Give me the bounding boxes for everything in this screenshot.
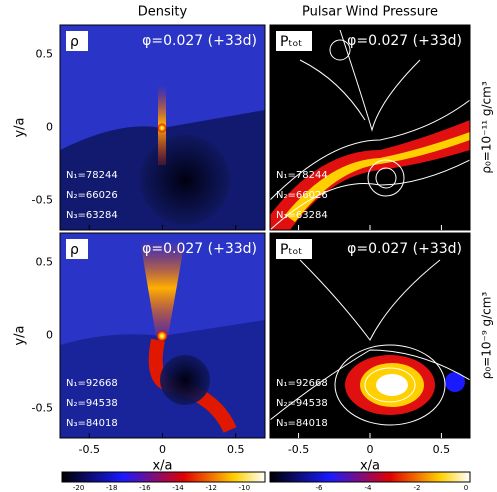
particle-count: N₃=63284 (66, 210, 118, 221)
x-tick-label: 0 (367, 443, 374, 456)
colorbar-tick-label: -14 (172, 484, 184, 492)
y-tick-label: 0.5 (36, 47, 54, 60)
colorbar (61, 471, 266, 483)
particle-count: N₂=66026 (276, 190, 328, 201)
colorbar-tick-label: -16 (139, 484, 151, 492)
colorbar-tick-label: -4 (365, 484, 373, 492)
column-title: Pulsar Wind Pressure (302, 5, 438, 20)
side-label: ρ₀=10⁻¹¹ g/cm³ (480, 81, 494, 173)
colorbar (269, 471, 471, 483)
x-tick-label: 0 (159, 443, 166, 456)
y-label: y/a (13, 117, 28, 137)
y-tick-label: 0 (46, 329, 53, 342)
side-label: ρ₀=10⁻⁹ g/cm³ (480, 292, 494, 380)
phase-label: φ=0.027 (+33d) (142, 241, 257, 257)
x-label: x/a (152, 459, 172, 474)
phase-label: φ=0.027 (+33d) (347, 241, 462, 257)
particle-count: N₁=78244 (276, 170, 328, 181)
column-title: Density (138, 5, 188, 20)
y-tick-label: -0.5 (32, 402, 53, 415)
y-tick-label: 0 (46, 121, 53, 134)
x-tick-label: -0.5 (288, 443, 309, 456)
y-label: y/a (13, 325, 28, 345)
x-tick-label: -0.5 (79, 443, 100, 456)
particle-count: N₁=92668 (66, 378, 118, 389)
panel-label: Pₜₒₜ (280, 242, 303, 258)
label-box (66, 31, 88, 51)
particle-count: N₃=84018 (66, 418, 118, 429)
particle-count: N₁=78244 (66, 170, 118, 181)
colorbar-tick-label: -10 (239, 484, 250, 492)
label-box (276, 31, 312, 51)
pressure-image (270, 25, 470, 230)
panel-label: ρ (70, 242, 79, 258)
label-box (276, 239, 312, 259)
particle-count: N₂=66026 (66, 190, 118, 201)
particle-count: N₂=94538 (276, 398, 328, 409)
colorbar-tick-label: -18 (106, 484, 117, 492)
particle-count: N₁=92668 (276, 378, 328, 389)
label-box (66, 239, 88, 259)
panel-label: Pₜₒₜ (280, 34, 303, 50)
y-tick-label: -0.5 (32, 194, 53, 207)
y-tick-label: 0.5 (36, 255, 54, 268)
colorbar-tick-label: -2 (414, 484, 421, 492)
pressure-image-2 (270, 233, 470, 438)
particle-count: N₃=84018 (276, 418, 328, 429)
particle-count: N₂=94538 (66, 398, 118, 409)
panel-label: ρ (70, 34, 79, 50)
colorbar-tick-label: -12 (205, 484, 216, 492)
x-tick-label: 0.5 (227, 443, 245, 456)
x-label: x/a (360, 459, 380, 474)
density-image (60, 25, 265, 230)
colorbar-tick-label: -6 (316, 484, 324, 492)
particle-count: N₃=63284 (276, 210, 328, 221)
colorbar-tick-label: -20 (73, 484, 84, 492)
x-tick-label: 0.5 (433, 443, 451, 456)
density-image-2 (60, 233, 265, 438)
phase-label: φ=0.027 (+33d) (142, 33, 257, 49)
phase-label: φ=0.027 (+33d) (347, 33, 462, 49)
colorbar-tick-label: 0 (464, 484, 468, 492)
